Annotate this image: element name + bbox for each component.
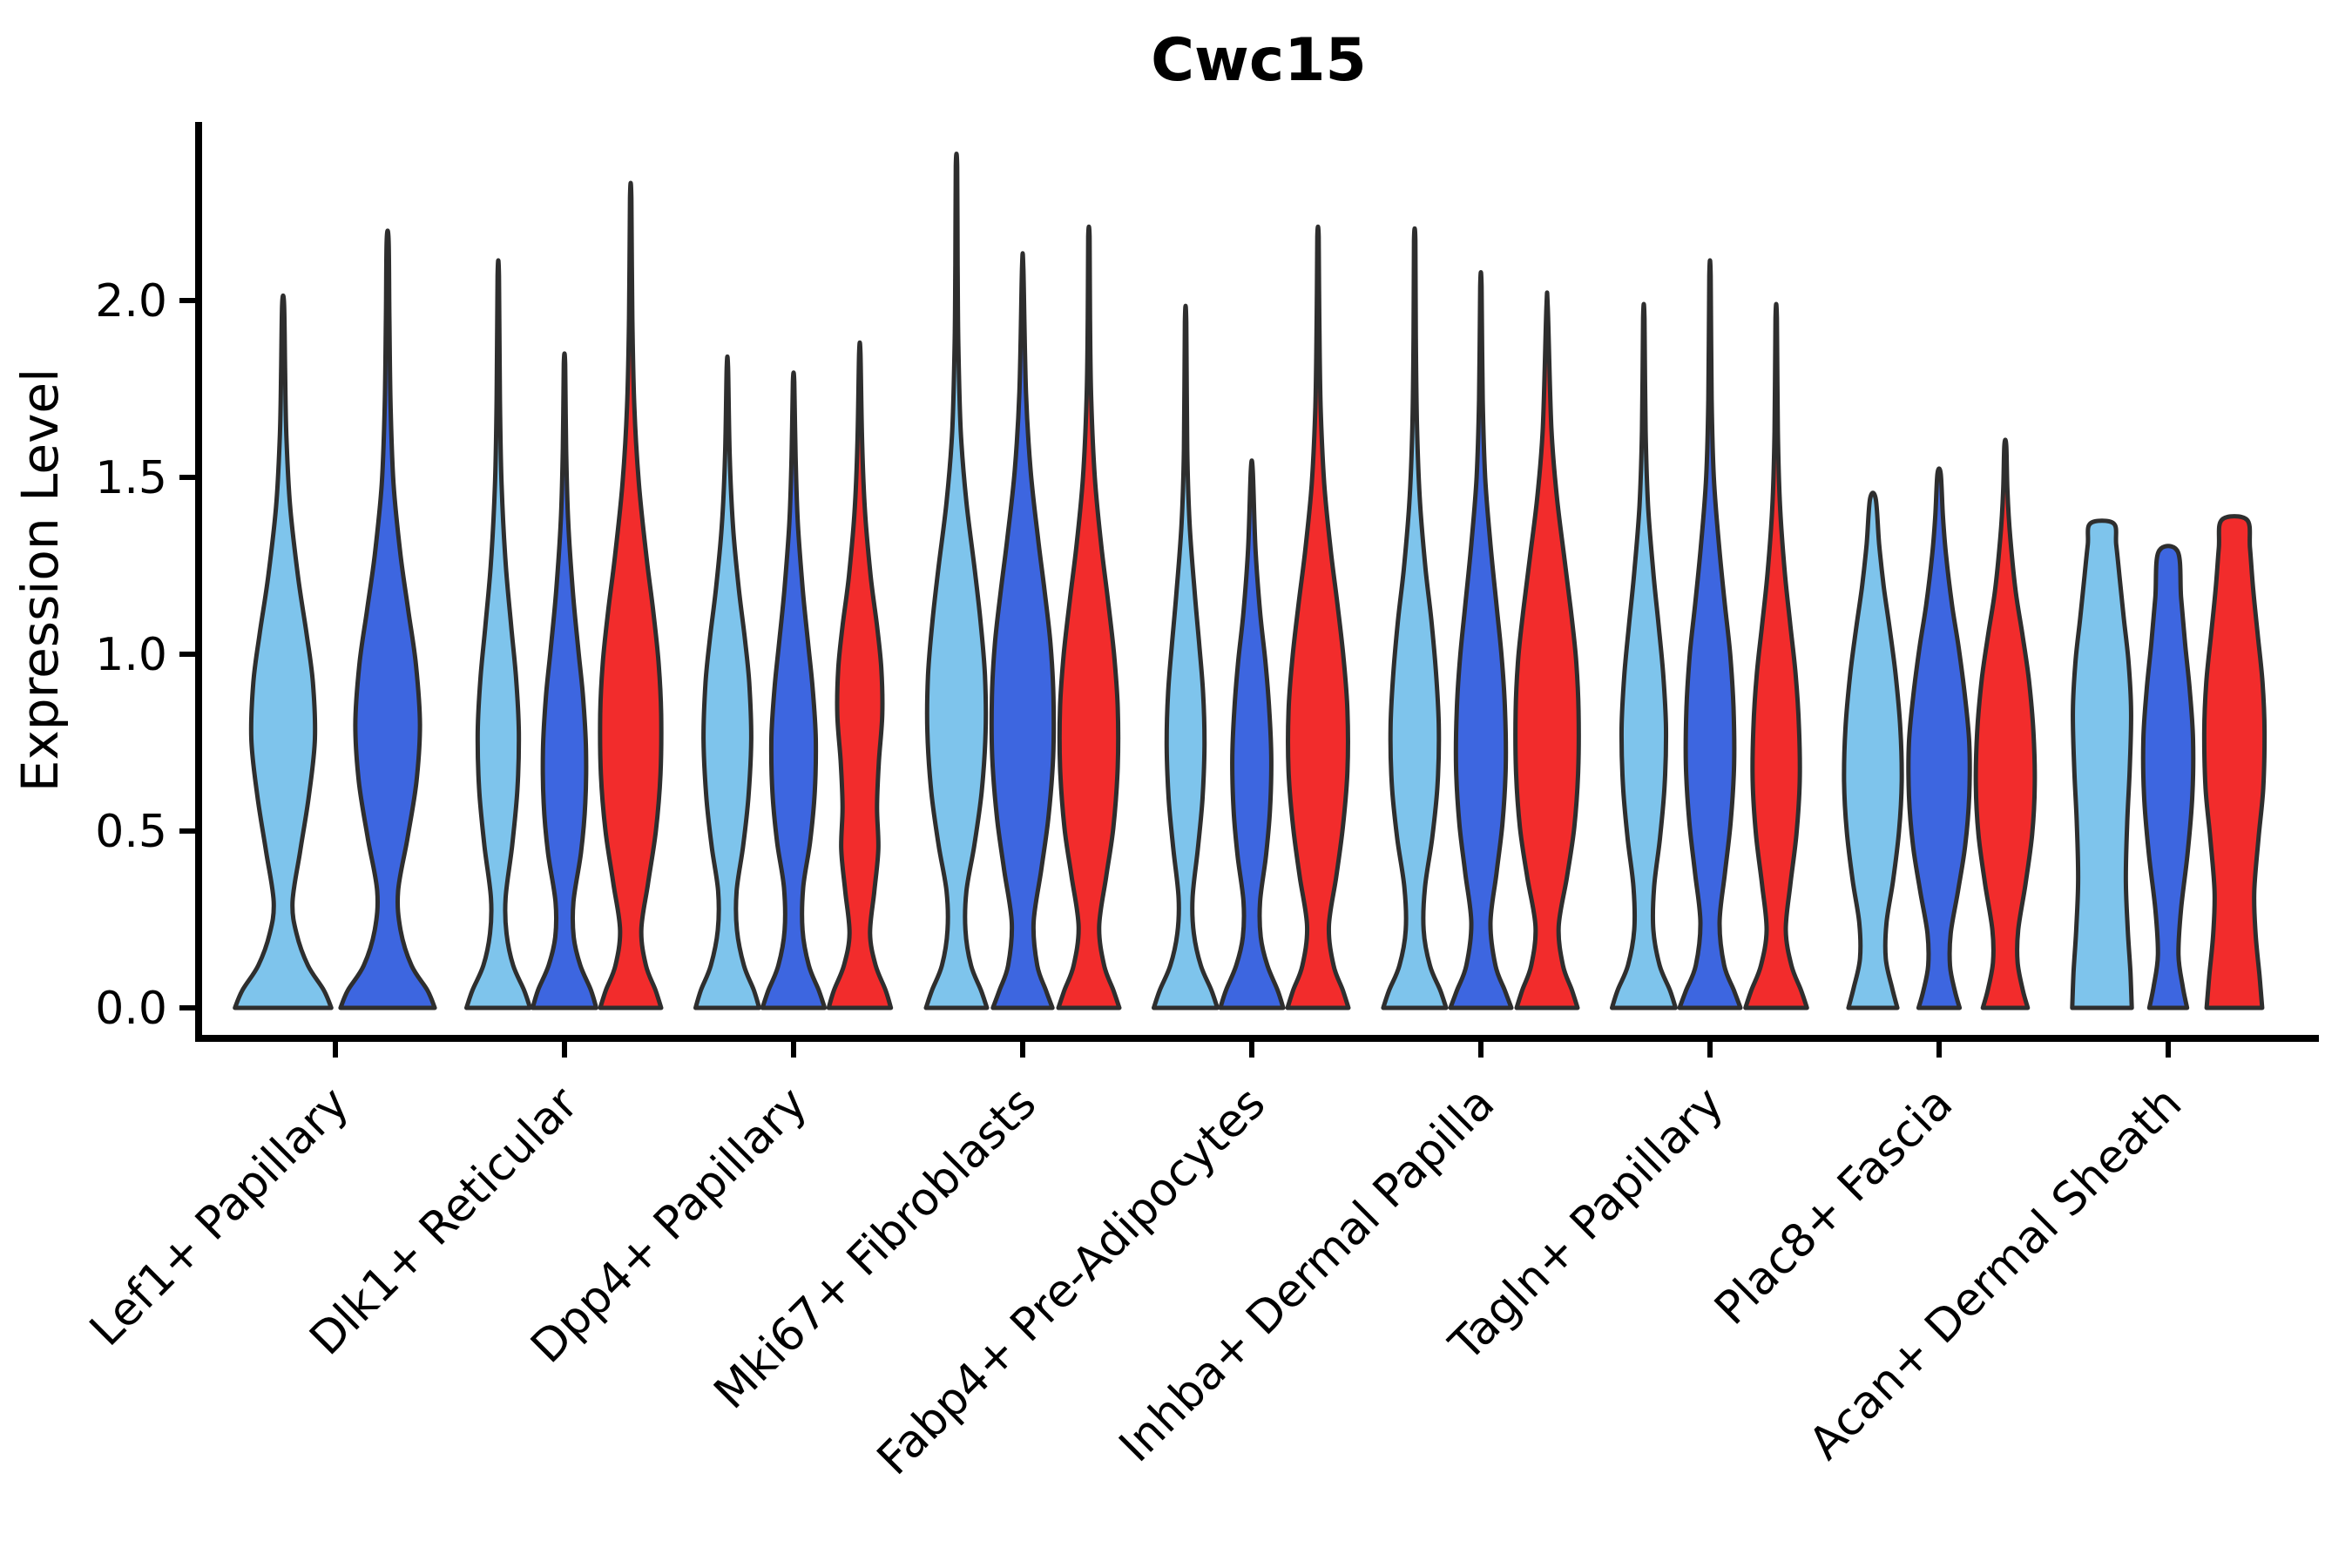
y-tick-label: 0.5 [95, 806, 167, 858]
x-tick-label: Inhba+ Dermal Papilla [1110, 1078, 1504, 1472]
violin-inhba-dermal-papilla-red [1513, 290, 1581, 1010]
violin-inhba-dermal-papilla-dark_blue [1448, 270, 1514, 1010]
violin-inhba-dermal-papilla-light_blue [1381, 226, 1449, 1010]
violin-mki67-fibroblasts-red [1056, 224, 1122, 1010]
violin-dlk1-reticular-light_blue [464, 258, 532, 1010]
violin-tagln-papillary-red [1743, 301, 1809, 1010]
violin-mki67-fibroblasts-light_blue [923, 152, 990, 1010]
violin-tagln-papillary-light_blue [1610, 301, 1678, 1010]
violin-mki67-fibroblasts-dark_blue [989, 251, 1057, 1010]
violin-dpp4-papillary-red [826, 340, 894, 1010]
violin-plac8-fascia-dark_blue [1906, 466, 1972, 1010]
violin-tagln-papillary-dark_blue [1677, 258, 1743, 1010]
violin-acan-dermal-sheath-light_blue [2070, 518, 2134, 1010]
violin-plac8-fascia-light_blue [1842, 490, 1904, 1010]
y-tick-label: 1.5 [95, 452, 167, 504]
violin-fabp4-pre-adipocytes-dark_blue [1218, 458, 1286, 1010]
x-tick-label: Fabp4+ Pre-Adipocytes [868, 1078, 1275, 1485]
x-tick-label: Acan+ Dermal Sheath [1800, 1078, 2193, 1470]
violin-dlk1-reticular-dark_blue [531, 351, 598, 1010]
chart-title: Cwc15 [1151, 26, 1367, 95]
violin-dpp4-papillary-light_blue [693, 354, 761, 1010]
violin-dpp4-papillary-dark_blue [760, 370, 828, 1010]
y-tick-label: 2.0 [95, 275, 167, 328]
violin-dlk1-reticular-red [598, 180, 664, 1010]
y-tick-label: 0.0 [95, 983, 167, 1035]
violin-fabp4-pre-adipocytes-red [1285, 224, 1351, 1010]
violin-acan-dermal-sheath-red [2201, 514, 2268, 1010]
violin-plac8-fascia-red [1973, 437, 2038, 1010]
axes [179, 122, 2319, 1058]
violin-fabp4-pre-adipocytes-light_blue [1152, 303, 1220, 1010]
y-axis-label: Expression Level [10, 368, 70, 792]
y-tick-label: 1.0 [95, 629, 167, 681]
violin-acan-dermal-sheath-dark_blue [2140, 544, 2196, 1010]
violin-lef1-papillary-dark_blue [338, 228, 437, 1010]
x-tick-label: Plac8+ Fascia [1705, 1078, 1963, 1335]
violin-lef1-papillary-light_blue [233, 293, 334, 1010]
violins [233, 152, 2268, 1010]
